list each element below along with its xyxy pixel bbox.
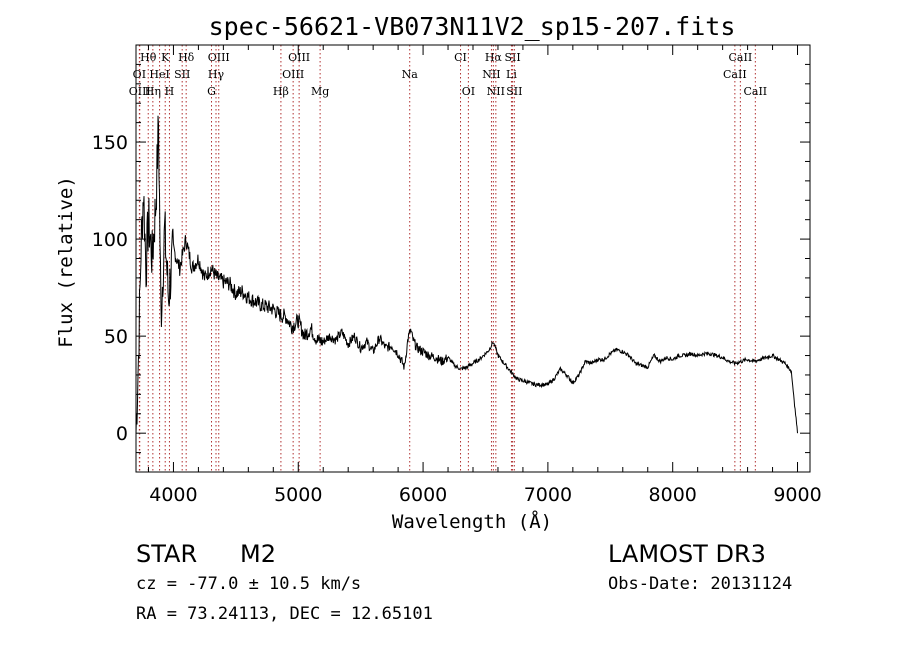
line-label: OIII bbox=[282, 68, 304, 81]
y-tick-label: 100 bbox=[92, 229, 128, 251]
line-label: H bbox=[165, 85, 175, 98]
x-axis-label: Wavelength (Å) bbox=[392, 510, 552, 533]
line-label: Hδ bbox=[178, 51, 195, 64]
line-label: Hθ bbox=[140, 51, 157, 64]
line-label: CaII bbox=[743, 85, 767, 98]
y-tick-label: 0 bbox=[116, 423, 128, 445]
x-tick-label: 9000 bbox=[773, 484, 821, 506]
obs-date: Obs-Date: 20131124 bbox=[608, 574, 793, 594]
coordinates: RA = 73.24113, DEC = 12.65101 bbox=[136, 604, 433, 624]
line-label: OI bbox=[462, 85, 475, 98]
line-label: Li bbox=[506, 68, 517, 81]
plot-frame bbox=[135, 44, 811, 473]
x-tick-label: 5000 bbox=[274, 484, 322, 506]
subclass: M2 bbox=[240, 540, 276, 568]
x-tick-label: 7000 bbox=[524, 484, 572, 506]
line-label: NII bbox=[487, 85, 505, 98]
line-label: CI bbox=[454, 51, 467, 64]
x-tick-label: 8000 bbox=[649, 484, 697, 506]
line-label: CaII bbox=[729, 51, 753, 64]
line-label: OIII bbox=[288, 51, 310, 64]
line-label: Hγ bbox=[208, 68, 225, 81]
spectral-line-markers: HθKHδOIIIOIIICIHαSIICaIIOIHeISIIHγOIIINa… bbox=[129, 45, 767, 472]
line-label: NII bbox=[482, 68, 500, 81]
line-label: G bbox=[207, 85, 216, 98]
line-label: SII bbox=[174, 68, 190, 81]
survey-name: LAMOST DR3 bbox=[608, 540, 766, 568]
line-label: SII bbox=[504, 51, 520, 64]
line-label: Hη bbox=[145, 85, 161, 98]
y-axis-label: Flux (relative) bbox=[55, 176, 77, 348]
chart-title: spec-56621-VB073N11V2_sp15-207.fits bbox=[209, 12, 736, 41]
line-label: SII bbox=[506, 85, 522, 98]
object-class: STAR bbox=[136, 540, 198, 568]
spectrum-line bbox=[135, 115, 798, 434]
line-label: OIII bbox=[129, 85, 151, 98]
line-label: K bbox=[161, 51, 170, 64]
y-tick-label: 50 bbox=[104, 326, 128, 348]
x-tick-label: 4000 bbox=[149, 484, 197, 506]
x-tick-label: 6000 bbox=[399, 484, 447, 506]
line-label: Mg bbox=[311, 85, 329, 98]
line-label: Hβ bbox=[273, 85, 289, 98]
axes: 4000 5000 6000 7000 8000 9000 0 50 100 150 bbox=[92, 45, 822, 506]
redshift-readout: cz = -77.0 ± 10.5 km/s bbox=[136, 574, 362, 594]
line-label: CaII bbox=[723, 68, 747, 81]
line-label: HeI bbox=[149, 68, 169, 81]
y-tick-label: 150 bbox=[92, 132, 128, 154]
line-label: OIII bbox=[208, 51, 230, 64]
line-label: Na bbox=[402, 68, 419, 81]
line-label: Hα bbox=[485, 51, 503, 64]
